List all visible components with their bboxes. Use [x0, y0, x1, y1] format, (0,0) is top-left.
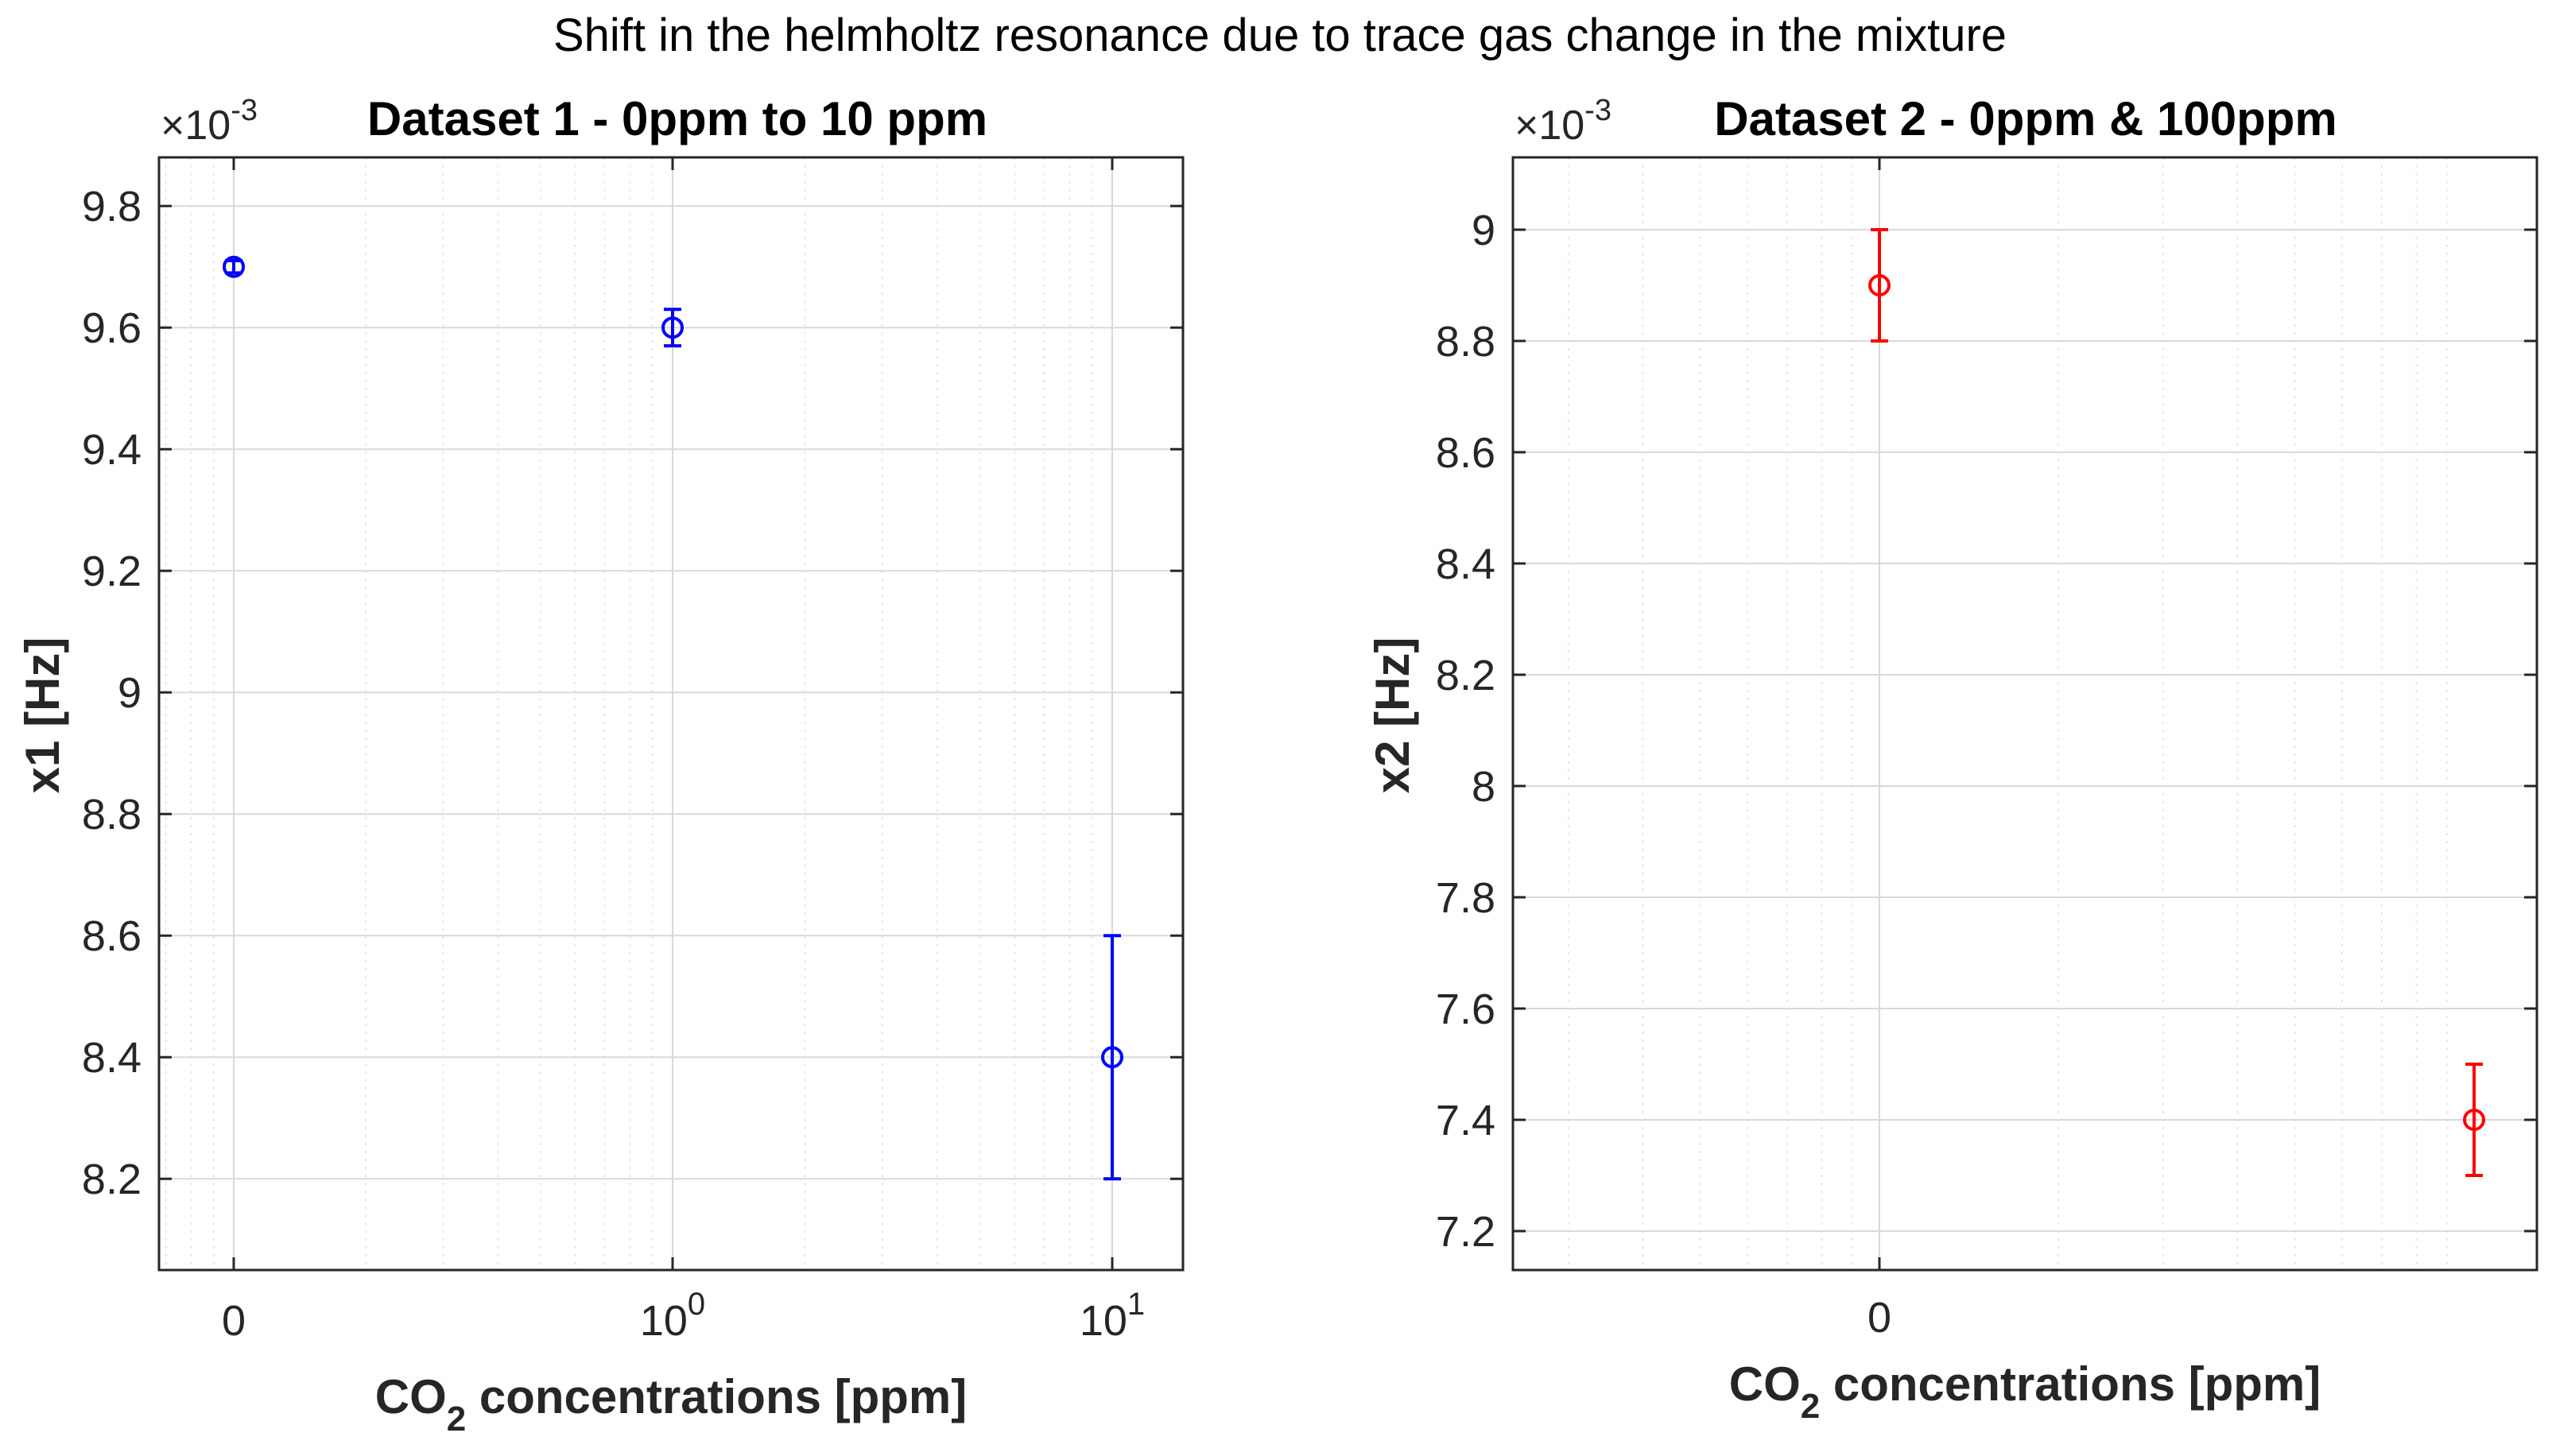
y-tick-label: 7.8: [1436, 874, 1495, 922]
y-axis-ticks: 7.2 7.4 7.6 7.8 8 8.2 8.4 8.6 8.8 9: [1436, 207, 2537, 1256]
y-multiplier-exponent: -3: [231, 94, 258, 127]
panel-title: Dataset 1 - 0ppm to 10 ppm: [367, 92, 987, 145]
data-point: [1868, 274, 1891, 296]
y-multiplier-base: ×10: [1515, 103, 1584, 149]
panel-dataset-2: 7.2 7.4 7.6 7.8 8 8.2 8.4 8.6 8.8 9 0 ×10-3 Dataset …: [1366, 92, 2538, 1426]
x-tick-exponent: 0: [688, 1287, 705, 1322]
data-point: [223, 255, 245, 278]
y-tick-label: 9.2: [82, 548, 142, 595]
y-tick-label: 8.2: [82, 1156, 142, 1203]
y-tick-label: 7.6: [1436, 986, 1495, 1033]
x-tick-label: 100: [640, 1287, 705, 1345]
grid: [1513, 157, 2537, 1270]
x-tick-base: 0: [1867, 1294, 1891, 1342]
x-axis-label-main: CO: [1729, 1357, 1801, 1411]
axes-box: [157, 156, 1185, 1272]
y-tick-label: 8.2: [1436, 652, 1495, 699]
y-multiplier-base: ×10: [161, 103, 231, 149]
y-multiplier: ×10-3: [1515, 94, 1611, 149]
data-point: [2463, 1109, 2485, 1131]
x-axis-label-rest: concentrations [ppm]: [466, 1370, 967, 1423]
x-tick-base: 10: [1080, 1297, 1127, 1345]
y-tick-label: 9.4: [82, 426, 142, 474]
y-tick-label: 8: [1472, 763, 1495, 811]
x-axis-label: CO2 concentrations [ppm]: [1729, 1357, 2321, 1426]
panel-title: Dataset 2 - 0ppm & 100ppm: [1714, 92, 2337, 145]
x-axis-ticks: 0: [1867, 157, 1891, 1342]
x-axis-label-subscript: 2: [1801, 1387, 1820, 1426]
figure-title: Shift in the helmholtz resonance due to …: [553, 10, 2007, 61]
y-multiplier-exponent: -3: [1584, 94, 1611, 127]
error-bar: [1871, 228, 1888, 343]
error-bar: [1103, 934, 1121, 1181]
x-axis-label: CO2 concentrations [ppm]: [375, 1370, 968, 1439]
x-tick-label: 0: [1867, 1294, 1891, 1342]
x-axis-label-subscript: 2: [447, 1400, 466, 1439]
data-point: [1101, 1046, 1123, 1069]
y-tick-label: 7.2: [1436, 1208, 1495, 1256]
x-tick-label: 101: [1080, 1287, 1145, 1345]
y-tick-label: 8.4: [1436, 540, 1495, 588]
error-bar: [664, 308, 681, 348]
x-tick-exponent: 1: [1127, 1287, 1145, 1322]
axes-box: [1511, 156, 2538, 1272]
data-series: [1868, 228, 2485, 1177]
y-tick-label: 9: [118, 669, 142, 717]
data-point: [661, 316, 684, 339]
y-tick-label: 9.8: [82, 183, 142, 230]
x-axis-label-rest: concentrations [ppm]: [1820, 1357, 2321, 1411]
y-tick-label: 8.4: [82, 1034, 142, 1082]
y-tick-label: 9: [1472, 207, 1495, 254]
y-axis-label: x2 [Hz]: [1366, 637, 1419, 794]
y-tick-label: 8.8: [82, 791, 142, 838]
error-bar: [2465, 1063, 2483, 1177]
y-multiplier: ×10-3: [161, 94, 258, 149]
panel-dataset-1: 8.28.48.68.899.29.49.69.80 100 101×10-3 Dat…: [16, 92, 1185, 1439]
y-tick-label: 8.6: [1436, 429, 1495, 477]
data-series: [223, 255, 1123, 1181]
x-axis-label-main: CO: [375, 1370, 447, 1423]
y-tick-label: 8.8: [1436, 318, 1495, 366]
y-tick-label: 7.4: [1436, 1097, 1495, 1144]
x-tick-base: 0: [222, 1297, 246, 1345]
x-tick-base: 10: [640, 1297, 688, 1345]
y-axis-label: x1 [Hz]: [16, 637, 69, 794]
y-axis-ticks: 8.2 8.4 8.6 8.8 9 9.2 9.4 9.6 9.8: [82, 183, 1183, 1203]
error-bar: [225, 259, 242, 275]
x-axis-ticks: 0 100 101: [222, 157, 1145, 1345]
y-tick-label: 8.6: [82, 912, 142, 960]
x-tick-label: 0: [222, 1297, 246, 1345]
y-tick-label: 9.6: [82, 304, 142, 352]
